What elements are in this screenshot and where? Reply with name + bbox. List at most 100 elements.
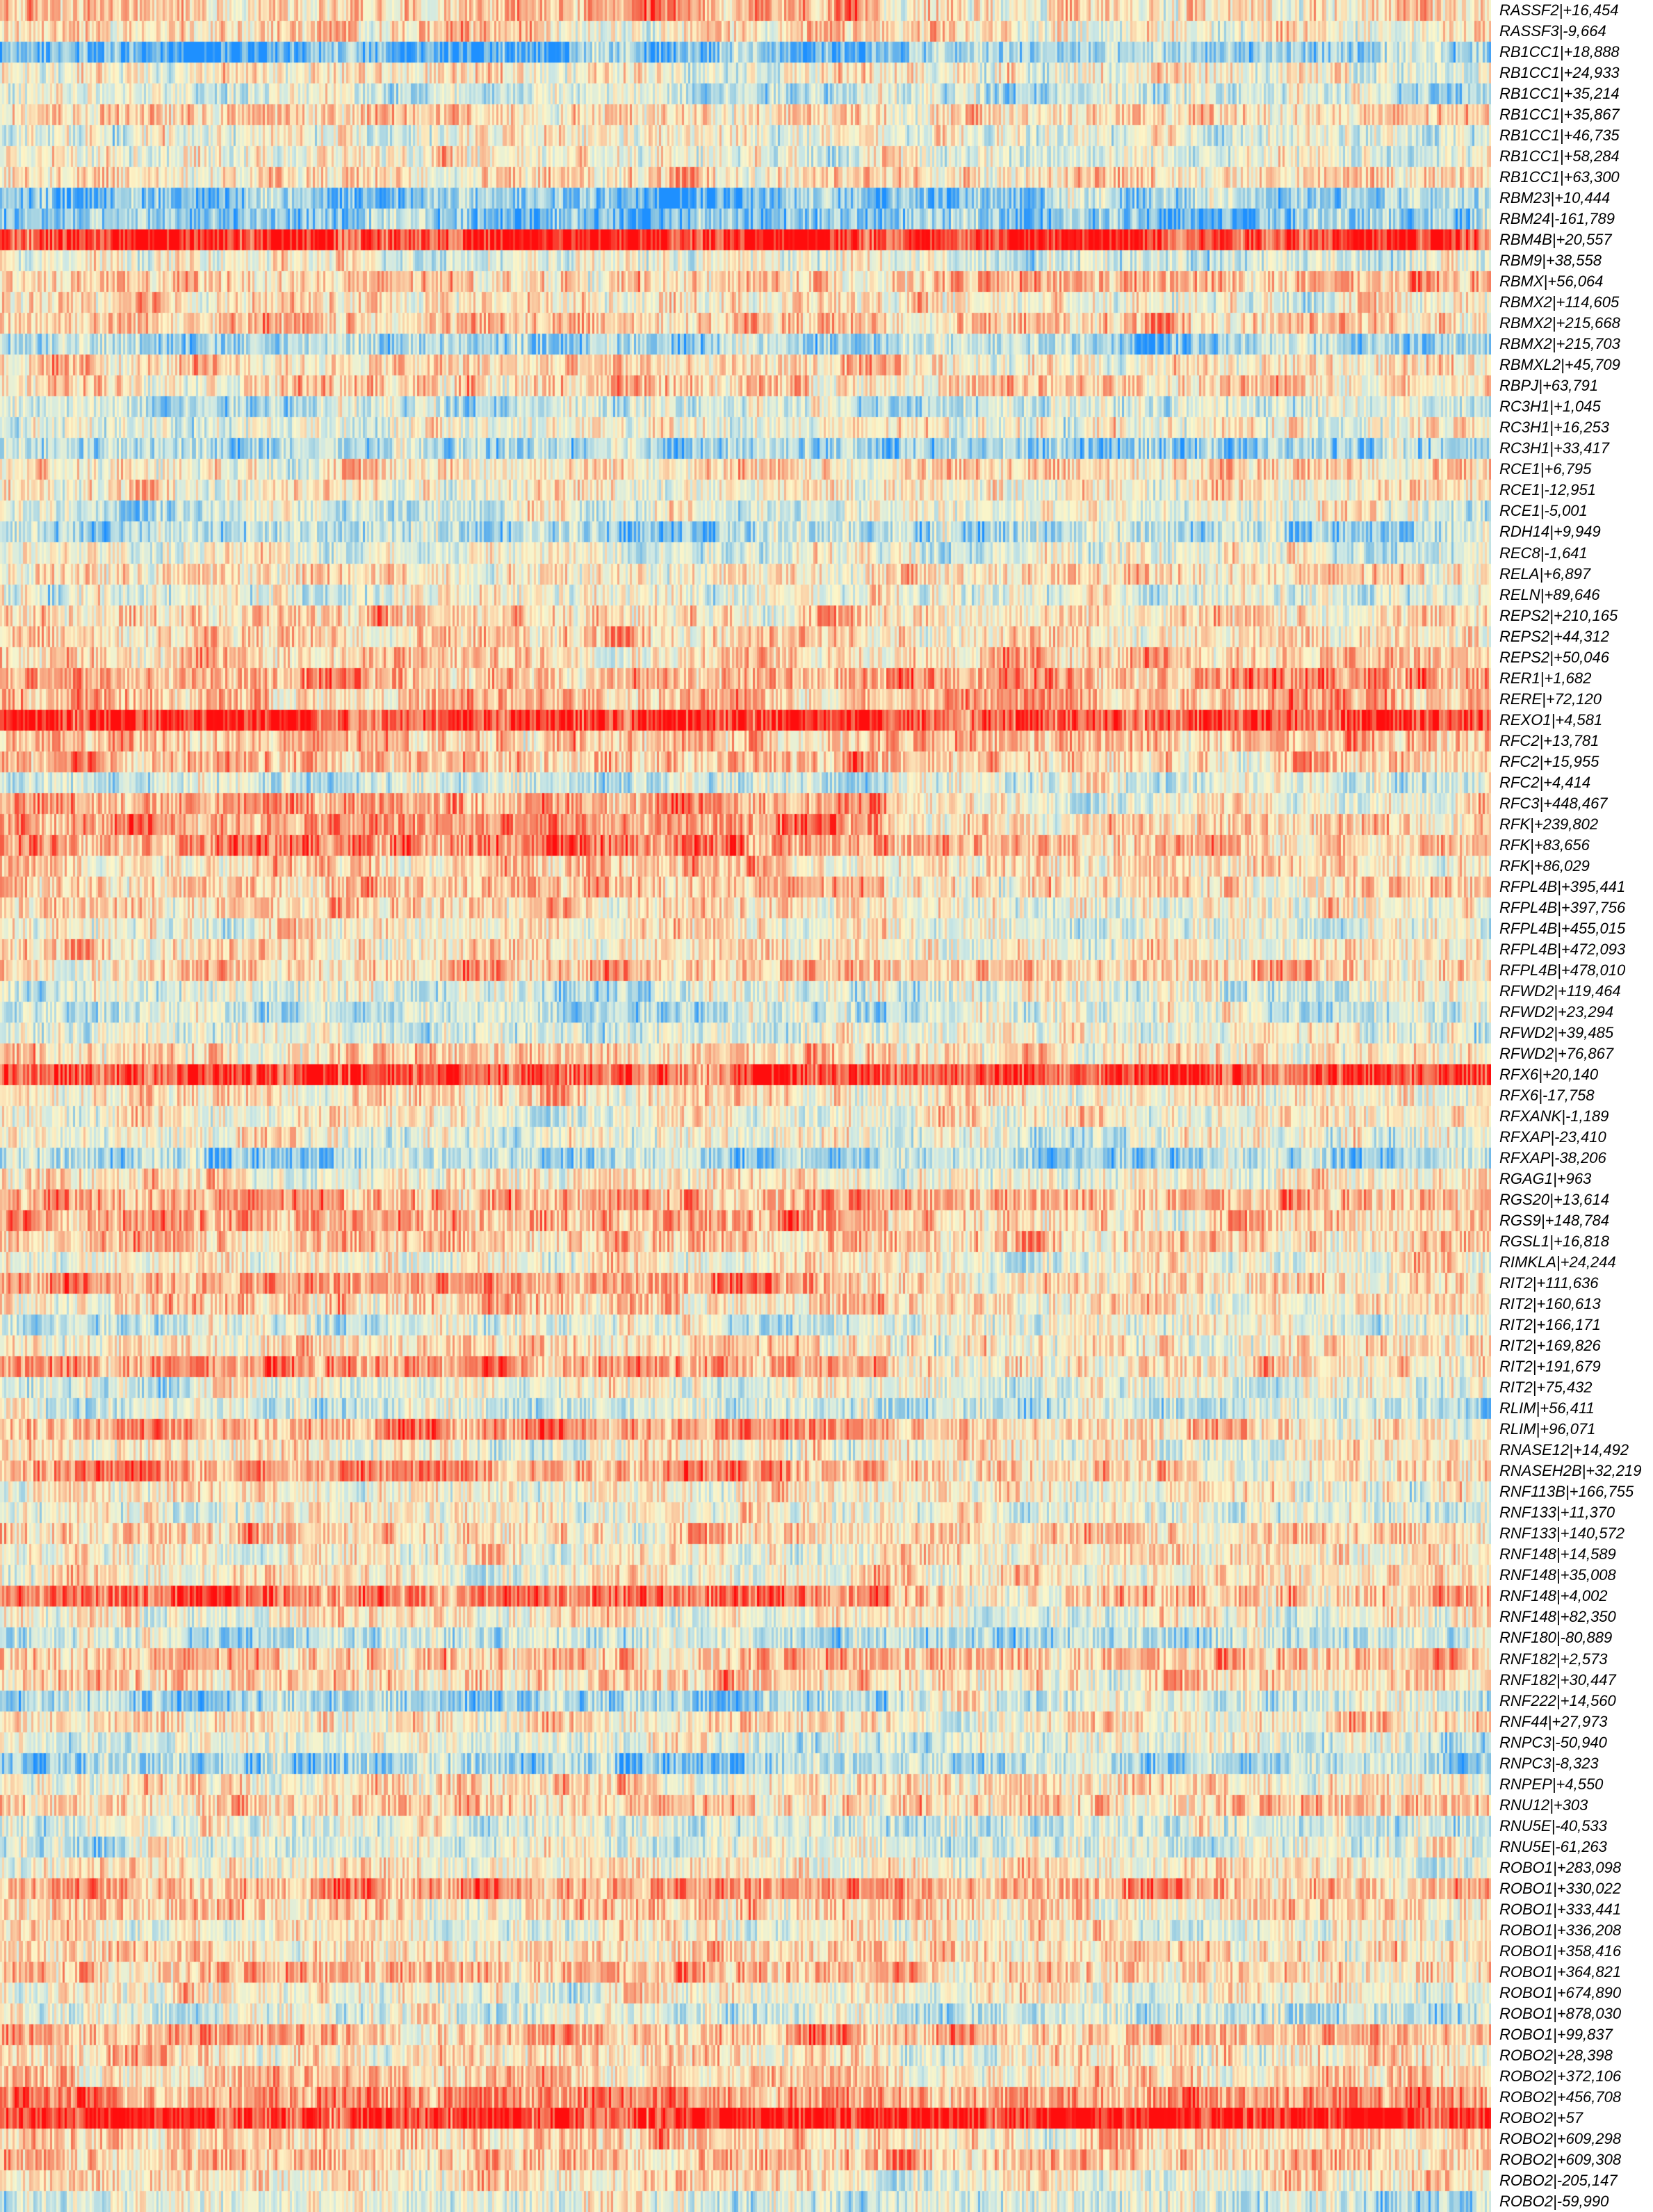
row-label: RFC3|+448,467 bbox=[1499, 794, 1608, 812]
row-label: RBMX|+56,064 bbox=[1499, 273, 1604, 291]
row-label: RBM9|+38,558 bbox=[1499, 252, 1602, 270]
row-label: RC3H1|+33,417 bbox=[1499, 439, 1609, 457]
row-label: RFPL4B|+397,756 bbox=[1499, 898, 1626, 916]
row-label: RFX6|-17,758 bbox=[1499, 1086, 1595, 1104]
row-label: RB1CC1|+63,300 bbox=[1499, 168, 1620, 186]
row-label: RB1CC1|+18,888 bbox=[1499, 43, 1620, 61]
row-label: RFC2|+13,781 bbox=[1499, 731, 1599, 749]
row-label: REPS2|+50,046 bbox=[1499, 648, 1609, 666]
row-label: RNPC3|-50,940 bbox=[1499, 1733, 1607, 1751]
row-label: REPS2|+210,165 bbox=[1499, 606, 1618, 624]
row-label: RIT2|+75,432 bbox=[1499, 1379, 1593, 1397]
row-label: RFPL4B|+472,093 bbox=[1499, 940, 1626, 958]
row-label: RNF113B|+166,755 bbox=[1499, 1483, 1634, 1501]
row-label: ROBO1|+330,022 bbox=[1499, 1879, 1622, 1897]
row-label: RGS20|+13,614 bbox=[1499, 1191, 1609, 1209]
row-label: RBM23|+10,444 bbox=[1499, 189, 1611, 207]
row-label: RC3H1|+16,253 bbox=[1499, 418, 1609, 437]
row-label: RC3H1|+1,045 bbox=[1499, 398, 1601, 416]
row-label: RFPL4B|+478,010 bbox=[1499, 961, 1626, 979]
row-label: RNU5E|-40,533 bbox=[1499, 1816, 1607, 1835]
row-label: RBMX2|+114,605 bbox=[1499, 293, 1620, 311]
row-label: RIT2|+166,171 bbox=[1499, 1316, 1601, 1334]
row-label: ROBO1|+878,030 bbox=[1499, 2004, 1622, 2022]
row-label: RIT2|+169,826 bbox=[1499, 1337, 1601, 1355]
row-label: RB1CC1|+46,735 bbox=[1499, 127, 1620, 145]
row-label: RFC2|+4,414 bbox=[1499, 773, 1591, 791]
row-label: RNF148|+14,589 bbox=[1499, 1545, 1616, 1563]
row-label: ROBO2|+609,308 bbox=[1499, 2150, 1622, 2168]
row-label: RLIM|+56,411 bbox=[1499, 1399, 1595, 1417]
row-label: ROBO1|+283,098 bbox=[1499, 1858, 1622, 1876]
row-label: RCE1|-5,001 bbox=[1499, 502, 1588, 520]
row-label: RERE|+72,120 bbox=[1499, 690, 1602, 708]
row-label: RLIM|+96,071 bbox=[1499, 1420, 1596, 1438]
row-label: RIT2|+191,679 bbox=[1499, 1358, 1601, 1376]
row-label: RFC2|+15,955 bbox=[1499, 752, 1599, 770]
row-label: RNASE12|+14,492 bbox=[1499, 1441, 1629, 1459]
row-label: RNF182|+30,447 bbox=[1499, 1670, 1616, 1689]
row-label: RFX6|+20,140 bbox=[1499, 1065, 1599, 1083]
row-label: ROBO2|-59,990 bbox=[1499, 2192, 1609, 2210]
row-label: RFK|+83,656 bbox=[1499, 836, 1590, 854]
row-label: RNF133|+140,572 bbox=[1499, 1524, 1625, 1543]
row-label: RBMXL2|+45,709 bbox=[1499, 356, 1620, 374]
row-label: RNF148|+4,002 bbox=[1499, 1587, 1608, 1605]
row-label: RFPL4B|+455,015 bbox=[1499, 919, 1626, 937]
row-label: RFWD2|+76,867 bbox=[1499, 1044, 1614, 1062]
row-label: RNPEP|+4,550 bbox=[1499, 1775, 1604, 1793]
row-label: RBPJ|+63,791 bbox=[1499, 377, 1599, 395]
row-label: ROBO1|+99,837 bbox=[1499, 2025, 1613, 2043]
row-label: RBMX2|+215,668 bbox=[1499, 314, 1620, 332]
row-label: RFXAP|-23,410 bbox=[1499, 1128, 1606, 1146]
row-label: RCE1|+6,795 bbox=[1499, 460, 1592, 478]
row-label: REPS2|+44,312 bbox=[1499, 627, 1609, 645]
row-label: RGS9|+148,784 bbox=[1499, 1212, 1609, 1230]
row-label: RNF44|+27,973 bbox=[1499, 1712, 1608, 1730]
row-label: RDH14|+9,949 bbox=[1499, 523, 1601, 541]
row-label: RBM24|-161,789 bbox=[1499, 210, 1615, 228]
row-label: RNF182|+2,573 bbox=[1499, 1650, 1608, 1668]
row-label: REXO1|+4,581 bbox=[1499, 710, 1603, 729]
row-label: RNF148|+82,350 bbox=[1499, 1608, 1616, 1626]
row-label: RELA|+6,897 bbox=[1499, 564, 1591, 583]
row-label: RNF133|+11,370 bbox=[1499, 1504, 1615, 1522]
row-label: ROBO1|+364,821 bbox=[1499, 1962, 1622, 1981]
row-label: RGSL1|+16,818 bbox=[1499, 1233, 1609, 1251]
row-label: ROBO2|+57 bbox=[1499, 2108, 1583, 2126]
row-label: RFWD2|+39,485 bbox=[1499, 1023, 1614, 1041]
row-label: RFPL4B|+395,441 bbox=[1499, 877, 1626, 895]
row-label: ROBO1|+674,890 bbox=[1499, 1983, 1622, 2001]
row-label: RELN|+89,646 bbox=[1499, 585, 1600, 603]
row-label: RER1|+1,682 bbox=[1499, 669, 1592, 687]
row-label: RFWD2|+23,294 bbox=[1499, 1002, 1614, 1020]
row-label: RNF148|+35,008 bbox=[1499, 1566, 1616, 1584]
row-label: REC8|-1,641 bbox=[1499, 544, 1588, 562]
row-labels: RASSF2|+16,454 RASSF3|-9,664 RB1CC1|+18,88… bbox=[1499, 0, 1653, 2212]
row-label: ROBO2|+28,398 bbox=[1499, 2046, 1613, 2064]
row-label: ROBO1|+333,441 bbox=[1499, 1900, 1622, 1918]
row-label: RFK|+86,029 bbox=[1499, 856, 1590, 875]
row-label: RFXAP|-38,206 bbox=[1499, 1149, 1606, 1167]
row-label: RASSF2|+16,454 bbox=[1499, 1, 1619, 19]
row-label: RNASEH2B|+32,219 bbox=[1499, 1462, 1642, 1480]
row-label: RB1CC1|+35,867 bbox=[1499, 106, 1620, 124]
heatmap-cells bbox=[0, 0, 1491, 2212]
row-label: ROBO1|+358,416 bbox=[1499, 1942, 1622, 1960]
row-label: ROBO1|+336,208 bbox=[1499, 1921, 1622, 1939]
row-label: ROBO2|-205,147 bbox=[1499, 2171, 1618, 2189]
row-label: RIMKLA|+24,244 bbox=[1499, 1253, 1616, 1271]
row-label: RNF180|-80,889 bbox=[1499, 1629, 1613, 1647]
row-label: RIT2|+160,613 bbox=[1499, 1295, 1601, 1313]
row-label: RCE1|-12,951 bbox=[1499, 481, 1597, 499]
row-label: RFK|+239,802 bbox=[1499, 815, 1599, 833]
row-label: RIT2|+111,636 bbox=[1499, 1274, 1599, 1292]
row-label: RNF222|+14,560 bbox=[1499, 1691, 1616, 1709]
row-label: RBM4B|+20,557 bbox=[1499, 231, 1612, 249]
row-label: ROBO2|+609,298 bbox=[1499, 2129, 1622, 2147]
row-label: RASSF3|-9,664 bbox=[1499, 22, 1606, 40]
row-label: RBMX2|+215,703 bbox=[1499, 335, 1620, 353]
row-label: RNU5E|-61,263 bbox=[1499, 1837, 1607, 1855]
row-label: RB1CC1|+35,214 bbox=[1499, 85, 1620, 103]
row-label: RNPC3|-8,323 bbox=[1499, 1754, 1599, 1772]
